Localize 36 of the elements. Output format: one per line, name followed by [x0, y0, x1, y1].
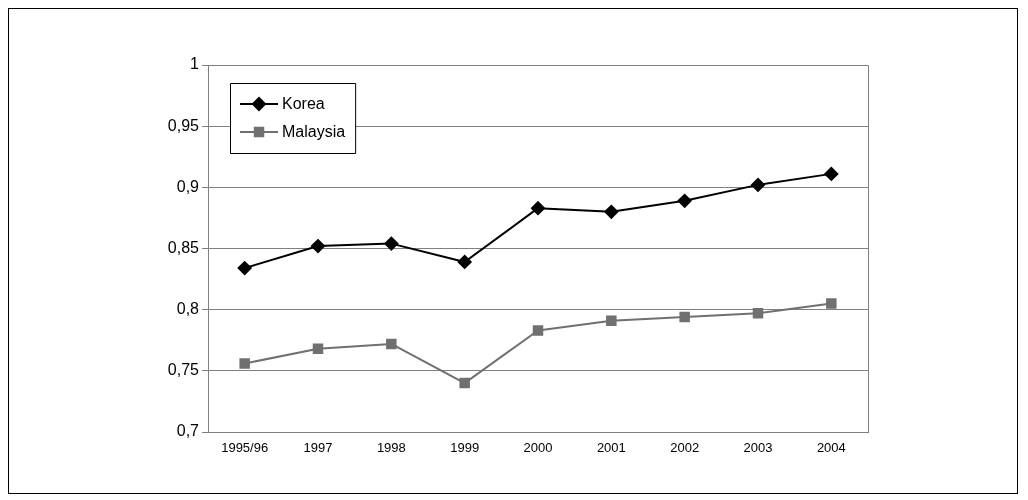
point: [459, 377, 470, 389]
point: [604, 204, 619, 219]
legend-label: Malaysia: [282, 123, 346, 141]
point: [531, 201, 545, 216]
point: [751, 177, 765, 192]
x-tick-label: 2001: [596, 440, 626, 456]
point: [824, 166, 839, 181]
y-tick-label: 0,95: [167, 116, 200, 134]
x-tick-label: 1999: [450, 440, 480, 456]
point: [237, 261, 252, 276]
y-tick-label: 0,85: [167, 238, 200, 256]
point: [606, 315, 617, 326]
point: [532, 325, 544, 336]
point: [826, 298, 837, 309]
point: [312, 343, 324, 355]
x-tick-label: 2004: [816, 440, 846, 456]
point: [679, 311, 690, 323]
point: [677, 193, 692, 208]
x-tick-label: 1997: [303, 440, 333, 456]
point: [457, 254, 472, 269]
point: [386, 338, 397, 350]
y-tick-label: 1: [190, 55, 200, 73]
y-tick-label: 0,7: [176, 422, 200, 440]
x-tick-label: 2002: [670, 440, 700, 456]
point: [384, 236, 399, 251]
y-tick-label: 0,9: [176, 177, 200, 195]
y-tick-label: 0,8: [176, 300, 200, 318]
x-tick-label: 2000: [523, 440, 553, 456]
x-tick-label: 1995/96: [221, 440, 269, 456]
point: [239, 358, 250, 369]
x-tick-label: 1998: [376, 440, 406, 456]
legend-label: Korea: [282, 95, 325, 113]
y-tick-label: 0,75: [167, 361, 200, 379]
x-tick-label: 2003: [743, 440, 773, 456]
point: [311, 239, 325, 254]
point: [752, 308, 764, 319]
